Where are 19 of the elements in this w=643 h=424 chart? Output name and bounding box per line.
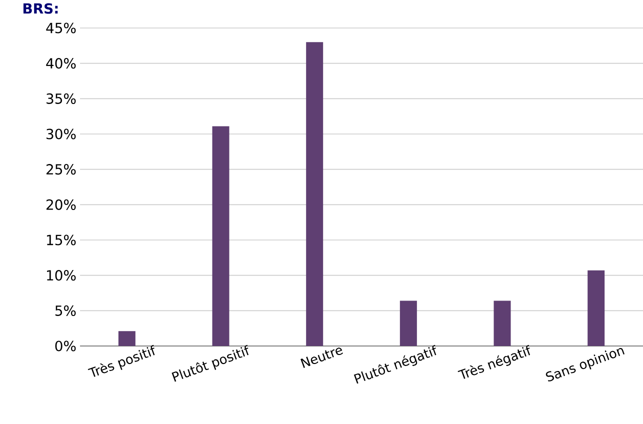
y-tick-label: 20%	[46, 199, 76, 210]
y-tick-label: 45%	[46, 22, 76, 34]
y-tick-label: 25%	[46, 164, 76, 175]
bar	[400, 300, 417, 346]
bar	[306, 42, 324, 346]
bar	[588, 270, 605, 346]
y-tick-label: 35%	[46, 93, 76, 104]
y-tick-label: 10%	[47, 270, 76, 281]
y-tick-label: 40%	[46, 58, 76, 69]
x-tick-label: Sans opinion	[546, 348, 625, 382]
y-tick-label: 0%	[55, 340, 76, 352]
chart-title: BRS:	[23, 3, 58, 14]
y-tick-label: 15%	[47, 234, 76, 246]
bar	[212, 126, 230, 346]
y-tick-label: 30%	[46, 128, 76, 140]
bar	[118, 331, 136, 346]
bar	[494, 300, 511, 346]
x-tick-label: Neutre	[300, 348, 343, 368]
y-tick-label: 5%	[55, 305, 76, 316]
